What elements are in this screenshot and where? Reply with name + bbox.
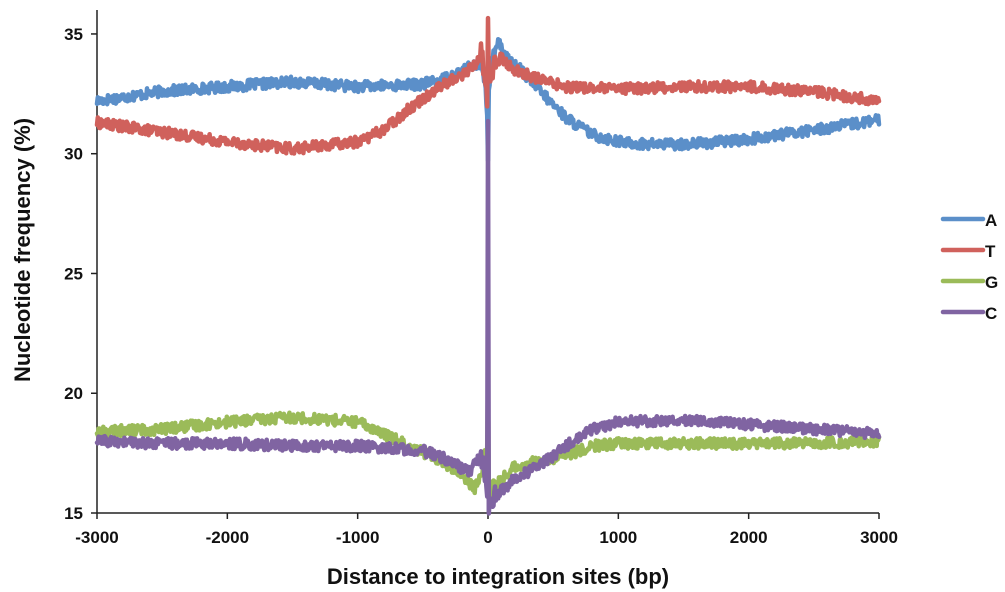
x-axis-title: Distance to integration sites (bp) (327, 564, 669, 589)
y-tick-label: 30 (64, 145, 83, 164)
x-tick-label: 1000 (599, 528, 637, 547)
legend-label-t: T (985, 242, 996, 261)
x-tick-label: -2000 (206, 528, 249, 547)
x-tick-label: 0 (483, 528, 492, 547)
legend-label-g: G (985, 273, 998, 292)
legend-label-a: A (985, 211, 997, 230)
x-tick-label: -3000 (75, 528, 118, 547)
series-line-c (94, 118, 882, 516)
y-tick-label: 15 (64, 504, 83, 523)
y-tick-label: 20 (64, 384, 83, 403)
legend-label-c: C (985, 304, 997, 323)
y-tick-label: 25 (64, 264, 83, 283)
y-tick-label: 35 (64, 25, 83, 44)
y-axis-title: Nucleotide frequency (%) (10, 118, 35, 382)
series-line-t (94, 15, 882, 156)
x-tick-label: -1000 (336, 528, 379, 547)
x-tick-label: 3000 (860, 528, 898, 547)
x-tick-label: 2000 (730, 528, 768, 547)
axes: 15 20 25 30 35 -3000 -2000 -1000 0 1000 2000 3000 (64, 10, 898, 547)
series-lines (94, 15, 882, 516)
